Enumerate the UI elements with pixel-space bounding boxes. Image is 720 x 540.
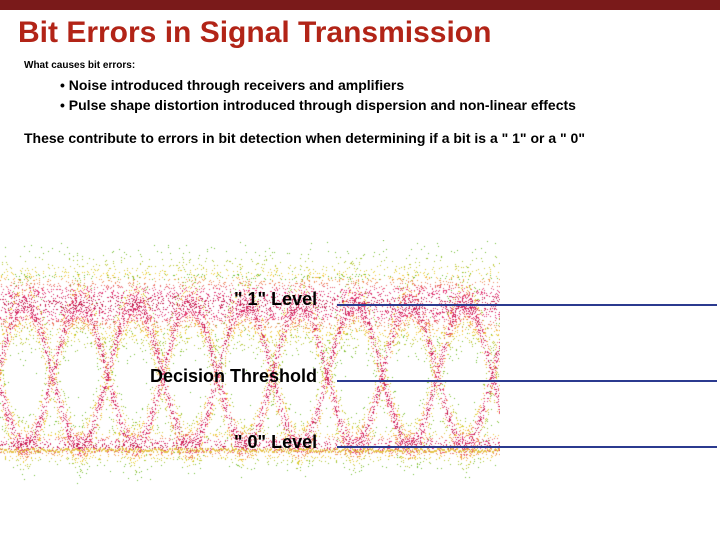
bullet-text: Noise introduced through receivers and a… bbox=[69, 77, 404, 93]
page-title: Bit Errors in Signal Transmission bbox=[0, 10, 720, 60]
zero-level-line bbox=[337, 446, 717, 448]
bullet-item: • Noise introduced through receivers and… bbox=[60, 75, 696, 95]
zero-level-label: " 0" Level bbox=[234, 432, 317, 453]
eye-diagram-canvas bbox=[0, 240, 500, 540]
decision-threshold-line bbox=[337, 380, 717, 382]
accent-bar bbox=[0, 0, 720, 10]
body-line: These contribute to errors in bit detect… bbox=[0, 124, 720, 146]
one-level-line bbox=[337, 304, 717, 306]
one-level-label: " 1" Level bbox=[234, 289, 317, 310]
bullet-text: Pulse shape distortion introduced throug… bbox=[69, 97, 576, 113]
bullet-list: • Noise introduced through receivers and… bbox=[0, 75, 720, 124]
eye-diagram-region bbox=[0, 240, 720, 540]
bullet-item: • Pulse shape distortion introduced thro… bbox=[60, 95, 696, 115]
decision-threshold-label: Decision Threshold bbox=[150, 366, 317, 387]
subheading: What causes bit errors: bbox=[0, 60, 720, 75]
